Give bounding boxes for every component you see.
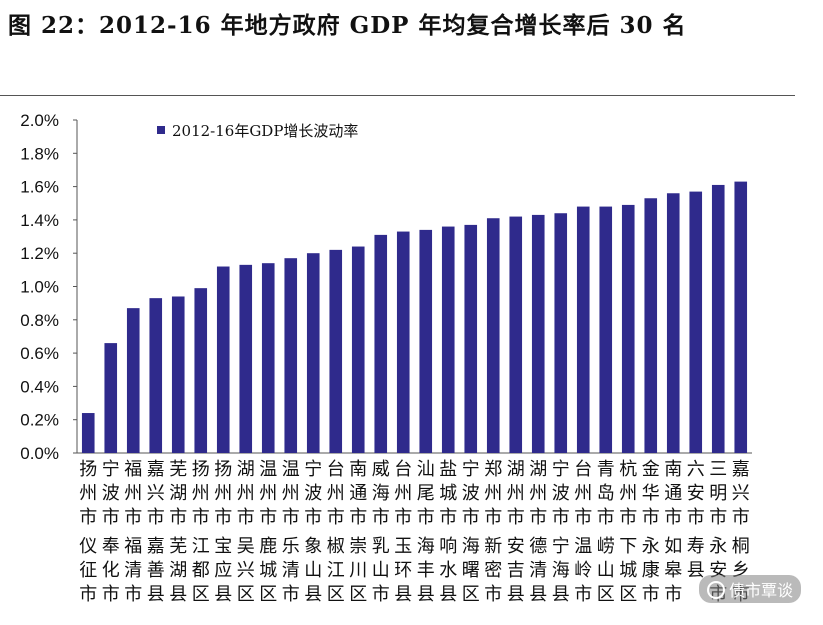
- watermark: 债市覃谈: [698, 575, 801, 603]
- x-category-label: 宁波市奉化市: [102, 459, 120, 605]
- bar: [329, 249, 343, 453]
- x-category-label: 扬州市仪征市: [79, 459, 97, 605]
- bar: [126, 308, 140, 453]
- y-tick-label: 0.8%: [20, 311, 59, 330]
- bar: [396, 231, 410, 453]
- page-title: 图 22：2012-16 年地方政府 GDP 年均复合增长率后 30 名: [8, 12, 687, 39]
- bar-chart: 0.0% 0.2% 0.4% 0.6% 0.8% 1.0% 1.2% 1.4% 1.6% 1.8%…: [20, 111, 752, 605]
- legend-label: 2012-16年GDP增长波动率: [172, 122, 358, 140]
- x-category-label: 福州市福清市: [124, 459, 142, 605]
- x-category-label: 温州市乐清市: [282, 459, 300, 605]
- x-category-label: 南通市如皋市: [664, 459, 682, 605]
- x-category-label: 湖州市安吉县: [507, 459, 525, 605]
- bar: [621, 204, 635, 453]
- y-tick-label: 2.0%: [20, 111, 59, 130]
- bar: [261, 263, 275, 453]
- x-category-label: 汕尾市海丰县: [417, 459, 435, 605]
- bar: [666, 193, 680, 453]
- y-tick-label: 0.0%: [20, 444, 59, 463]
- bar: [509, 216, 523, 453]
- x-category-label: 六安市寿县: [687, 459, 705, 581]
- bar: [576, 206, 590, 453]
- x-category-label: 宁波市海曙区: [462, 459, 480, 605]
- x-category-label: 青岛市崂山区: [597, 459, 615, 605]
- y-tick-label: 1.2%: [20, 244, 59, 263]
- bar: [599, 206, 613, 453]
- bar: [486, 218, 500, 453]
- bar: [216, 266, 230, 453]
- x-category-label: 宁波市宁海县: [552, 459, 570, 605]
- y-tick-label: 1.0%: [20, 278, 59, 297]
- x-category-label: 扬州市江都区: [192, 459, 210, 605]
- bar: [711, 184, 725, 453]
- bar: [194, 288, 208, 453]
- x-category-label: 金华市永康市: [642, 459, 660, 605]
- legend-swatch: [157, 126, 165, 134]
- bar: [149, 298, 163, 453]
- bar: [734, 181, 748, 453]
- y-tick-label: 1.8%: [20, 144, 59, 163]
- bar: [644, 198, 658, 453]
- y-tick-label: 0.6%: [20, 344, 59, 363]
- bar: [284, 258, 298, 453]
- x-category-label: 台州市椒江区: [327, 459, 345, 605]
- bar: [441, 226, 455, 453]
- bar: [104, 343, 118, 453]
- bar: [419, 229, 433, 453]
- x-category-label: 嘉兴市嘉善县: [147, 459, 165, 605]
- bar: [554, 213, 568, 453]
- watermark-text: 债市覃谈: [728, 581, 793, 600]
- x-category-label: 威海市乳山市: [372, 459, 390, 605]
- x-category-label: 湖州市吴兴区: [237, 459, 255, 605]
- y-tick-label: 0.2%: [20, 411, 59, 430]
- x-category-label: 扬州市宝应县: [214, 459, 232, 605]
- x-category-label: 台州市玉环县: [394, 459, 412, 605]
- bar: [374, 234, 388, 453]
- x-category-label: 宁波市象山县: [304, 459, 322, 605]
- y-tick-label: 0.4%: [20, 377, 59, 396]
- x-category-label: 盐城市响水县: [439, 459, 457, 605]
- x-category-label: 台州市温岭市: [574, 459, 592, 605]
- x-category-label: 杭州市下城区: [619, 459, 637, 605]
- bar: [239, 264, 253, 453]
- bar: [81, 413, 95, 453]
- bar: [306, 253, 320, 453]
- bar: [689, 191, 703, 453]
- y-tick-label: 1.4%: [20, 211, 59, 230]
- bar: [464, 224, 478, 453]
- bar: [531, 214, 545, 453]
- bar: [171, 296, 185, 453]
- x-category-label: 湖州市德清县: [529, 459, 547, 605]
- y-tick-label: 1.6%: [20, 178, 59, 197]
- title-divider: [0, 95, 795, 96]
- bar: [351, 246, 365, 453]
- x-category-label: 郑州市新密市: [484, 459, 502, 605]
- wechat-logo-icon: [706, 581, 725, 599]
- x-category-label: 芜湖市芜湖县: [169, 459, 187, 605]
- x-category-label: 温州市鹿城区: [259, 459, 277, 605]
- x-category-label: 南通市崇川区: [349, 459, 367, 605]
